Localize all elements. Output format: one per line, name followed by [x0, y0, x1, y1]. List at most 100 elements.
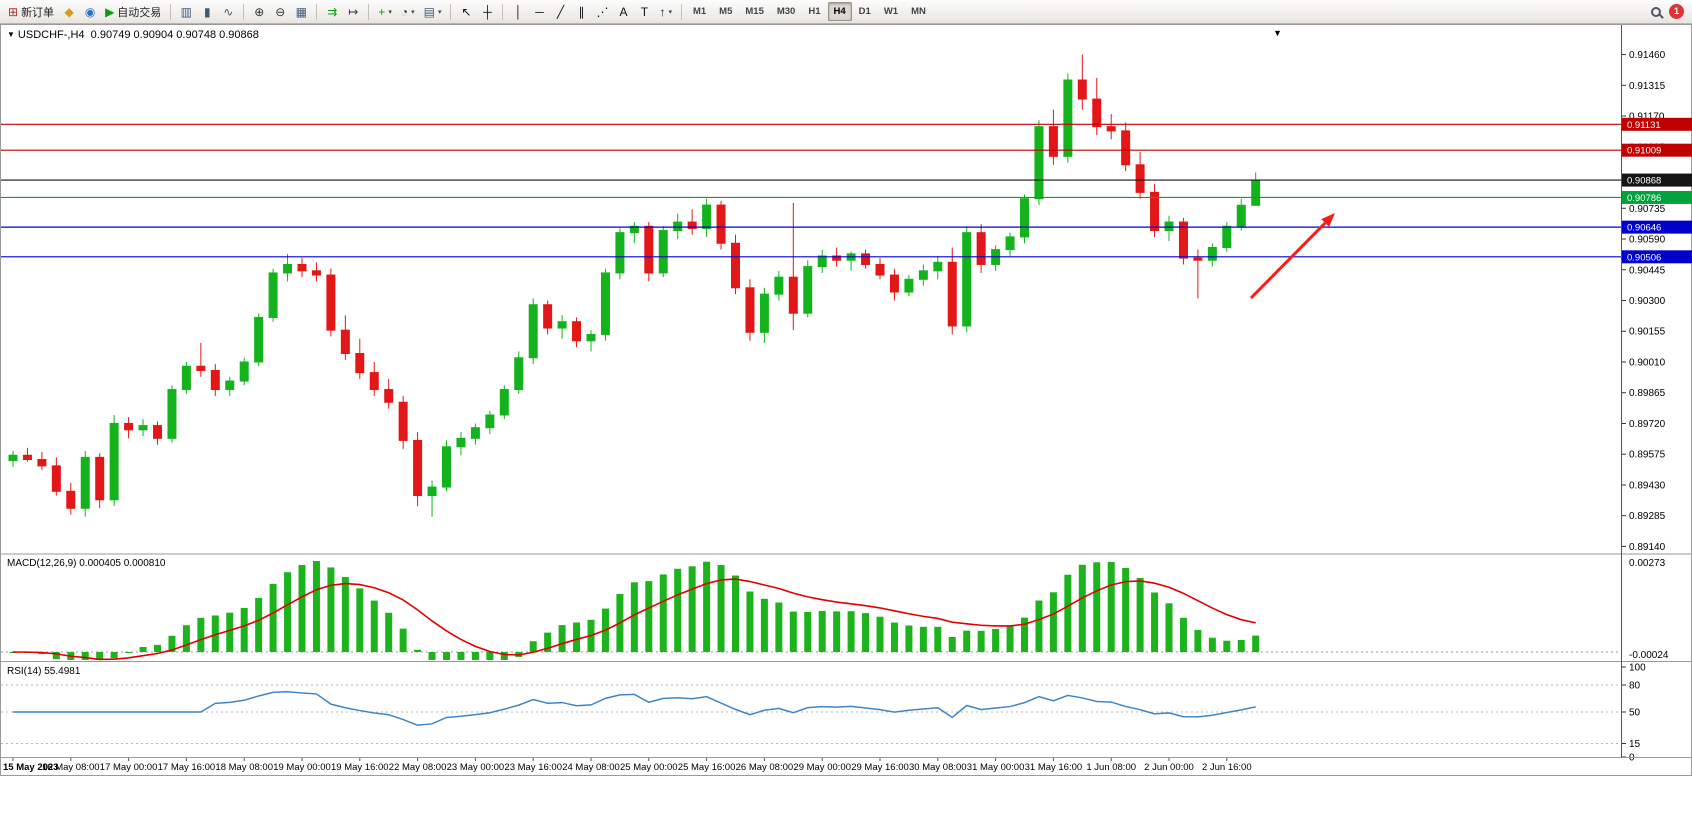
svg-text:22 May 08:00: 22 May 08:00: [389, 762, 447, 773]
templates-button[interactable]: ▤ ▾: [420, 2, 446, 22]
toolbar-separator: [170, 3, 172, 20]
timeframe-h4[interactable]: H4: [827, 2, 852, 21]
caret-down-icon: ▾: [388, 8, 392, 16]
timeframe-d1[interactable]: D1: [858, 6, 871, 17]
svg-text:31 May 16:00: 31 May 16:00: [1025, 762, 1083, 773]
new-order-icon: ⊞: [8, 4, 19, 19]
svg-text:0.91009: 0.91009: [1627, 146, 1661, 157]
cursor-button[interactable]: ↖: [456, 2, 476, 22]
svg-text:23 May 16:00: 23 May 16:00: [504, 762, 562, 773]
svg-text:1 Jun 08:00: 1 Jun 08:00: [1086, 762, 1136, 773]
timeframe-bar: M1 M5 M15 M30 H1 H4 D1 W1 MN: [687, 2, 932, 21]
svg-text:18 May 08:00: 18 May 08:00: [215, 762, 273, 773]
chart-menu-caret-icon[interactable]: ▼: [1273, 28, 1282, 38]
search-icon[interactable]: [1651, 6, 1661, 17]
auto-scroll-button[interactable]: ⇉: [322, 2, 342, 22]
equidistant-channel-button[interactable]: ∥: [571, 2, 591, 22]
auto-trading-label: 自动交易: [117, 6, 162, 19]
svg-text:0.90010: 0.90010: [1629, 357, 1666, 368]
svg-text:0.90735: 0.90735: [1629, 204, 1666, 215]
chart-canvas[interactable]: 0.914600.913150.911700.910250.908800.907…: [1, 25, 1692, 777]
periods-icon: ◔: [400, 4, 409, 19]
timeframe-m30[interactable]: M30: [776, 6, 796, 17]
indicators-button[interactable]: + ▾: [374, 2, 396, 22]
svg-text:15: 15: [1629, 739, 1641, 750]
market-icon: ◉: [84, 4, 96, 19]
chart-window[interactable]: 0.914600.913150.911700.910250.908800.907…: [0, 24, 1692, 776]
svg-text:19 May 00:00: 19 May 00:00: [273, 762, 331, 773]
arrows-tool-button[interactable]: ↑ ▾: [655, 2, 676, 22]
toolbar-separator: [243, 3, 245, 20]
trend-arrow-annotation[interactable]: [1249, 213, 1335, 300]
svg-text:15 May 2023: 15 May 2023: [3, 762, 58, 773]
svg-text:0.89720: 0.89720: [1629, 419, 1666, 430]
indicators-icon: +: [378, 4, 386, 19]
fibonacci-button[interactable]: ⋰: [592, 2, 612, 22]
templates-icon: ▤: [423, 4, 435, 19]
trendline-icon: ╱: [556, 4, 565, 19]
text-label-icon: T: [640, 4, 649, 19]
new-order-label: 新订单: [21, 6, 55, 19]
rsi-line: [13, 691, 1256, 727]
timeframe-m1[interactable]: M1: [692, 6, 707, 17]
candlestick-chart-button[interactable]: ▮: [197, 2, 217, 22]
toolbar-right-section: 1: [1651, 4, 1688, 19]
svg-text:19 May 16:00: 19 May 16:00: [331, 762, 389, 773]
tile-windows-button[interactable]: ▦: [291, 2, 311, 22]
svg-text:25 May 00:00: 25 May 00:00: [620, 762, 678, 773]
svg-text:0.91460: 0.91460: [1629, 50, 1666, 61]
svg-text:17 May 00:00: 17 May 00:00: [100, 762, 158, 773]
timeframe-w1[interactable]: W1: [883, 6, 899, 17]
svg-text:0.90445: 0.90445: [1629, 265, 1666, 276]
svg-text:0.90590: 0.90590: [1629, 235, 1666, 246]
crosshair-button[interactable]: ┼: [477, 2, 497, 22]
equidistant-channel-icon: ∥: [578, 4, 585, 19]
vertical-line-icon: │: [514, 4, 523, 19]
zoom-out-button[interactable]: ⊖: [270, 2, 290, 22]
cursor-icon: ↖: [461, 4, 472, 19]
metaeditor-icon: ◆: [64, 4, 74, 19]
svg-text:0.91170: 0.91170: [1629, 112, 1665, 123]
notification-badge[interactable]: 1: [1669, 4, 1684, 19]
svg-text:2 Jun 00:00: 2 Jun 00:00: [1144, 762, 1194, 773]
auto-trading-button[interactable]: ▶ 自动交易: [101, 2, 165, 22]
svg-text:0.89575: 0.89575: [1629, 450, 1666, 461]
tile-windows-icon: ▦: [295, 4, 307, 19]
caret-down-icon: ▾: [411, 8, 415, 16]
svg-text:26 May 08:00: 26 May 08:00: [736, 762, 794, 773]
panel-dividers[interactable]: [1, 25, 1692, 758]
svg-text:0.91131: 0.91131: [1627, 120, 1661, 131]
line-chart-button[interactable]: ∿: [218, 2, 238, 22]
zoom-in-button[interactable]: ⊕: [249, 2, 269, 22]
candlestick-chart-icon: ▮: [203, 4, 211, 19]
macd-panel: 0.00273 -0.00024: [1, 558, 1669, 661]
text-label-button[interactable]: T: [634, 2, 654, 22]
timeframe-mn[interactable]: MN: [911, 6, 926, 17]
caret-down-icon: ▾: [668, 8, 672, 16]
svg-text:0.91315: 0.91315: [1629, 81, 1666, 92]
svg-text:-0.00024: -0.00024: [1629, 650, 1669, 661]
periods-button[interactable]: ◔ ▾: [397, 2, 419, 22]
market-button[interactable]: ◉: [80, 2, 100, 22]
horizontal-line-button[interactable]: ─: [529, 2, 549, 22]
vertical-line-button[interactable]: │: [508, 2, 528, 22]
zoom-out-icon: ⊖: [275, 4, 286, 19]
timeframe-m15[interactable]: M15: [745, 6, 764, 17]
window-bottom-area: [0, 776, 1692, 840]
text-button[interactable]: A: [613, 2, 633, 22]
toolbar-separator: [368, 3, 370, 20]
chart-shift-button[interactable]: ↦: [343, 2, 363, 22]
auto-trading-icon: ▶: [105, 4, 115, 19]
horizontal-level-lines[interactable]: [1, 123, 1621, 258]
metaeditor-button[interactable]: ◆: [59, 2, 79, 22]
timeframe-h1[interactable]: H1: [808, 6, 821, 17]
svg-text:0.90646: 0.90646: [1627, 223, 1661, 234]
new-order-button[interactable]: ⊞ 新订单: [4, 2, 58, 22]
fibonacci-icon: ⋰: [596, 4, 609, 19]
trendline-button[interactable]: ╱: [550, 2, 570, 22]
timeframe-m5[interactable]: M5: [719, 6, 733, 17]
svg-text:50: 50: [1629, 708, 1641, 719]
bar-chart-button[interactable]: ▥: [176, 2, 196, 22]
svg-text:31 May 00:00: 31 May 00:00: [967, 762, 1025, 773]
